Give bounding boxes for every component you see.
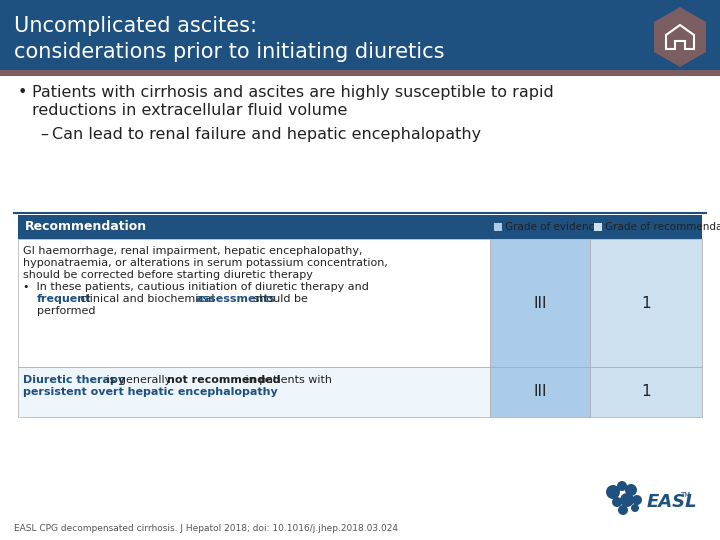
Text: considerations prior to initiating diuretics: considerations prior to initiating diure… (14, 42, 444, 62)
Text: •  In these patients, cautious initiation of diuretic therapy and: • In these patients, cautious initiation… (23, 282, 369, 292)
Text: 1: 1 (642, 295, 651, 310)
Text: III: III (534, 384, 546, 400)
Circle shape (606, 485, 620, 499)
Text: is generally: is generally (103, 375, 175, 385)
Bar (0, 70, 720, 76)
Circle shape (620, 493, 634, 507)
Circle shape (618, 505, 628, 515)
Circle shape (612, 497, 622, 507)
Text: should be: should be (251, 294, 308, 304)
Text: III: III (534, 295, 546, 310)
Text: Patients with cirrhosis and ascites are highly susceptible to rapid: Patients with cirrhosis and ascites are … (32, 85, 554, 100)
Text: Uncomplicated ascites:: Uncomplicated ascites: (14, 16, 257, 36)
Bar (490, 239, 590, 367)
Text: Diuretic therapy: Diuretic therapy (23, 375, 125, 385)
Text: frequent: frequent (37, 294, 91, 304)
Text: hyponatraemia, or alterations in serum potassium concentration,: hyponatraemia, or alterations in serum p… (23, 258, 388, 268)
Bar (0, 0, 720, 70)
Bar (594, 223, 602, 231)
Circle shape (632, 495, 642, 505)
Bar (18, 367, 490, 417)
Bar (590, 239, 702, 367)
Text: EASL: EASL (647, 493, 698, 511)
Circle shape (625, 484, 637, 496)
Text: reductions in extracellular fluid volume: reductions in extracellular fluid volume (32, 103, 347, 118)
Text: persistent overt hepatic encephalopathy: persistent overt hepatic encephalopathy (23, 387, 278, 397)
Text: GI haemorrhage, renal impairment, hepatic encephalopathy,: GI haemorrhage, renal impairment, hepati… (23, 246, 362, 256)
Text: performed: performed (37, 306, 96, 316)
Text: 1: 1 (642, 384, 651, 400)
Text: •: • (18, 85, 27, 100)
Text: not recommended: not recommended (167, 375, 280, 385)
Circle shape (617, 481, 627, 491)
Bar (590, 367, 702, 417)
Text: TM: TM (680, 492, 690, 498)
Bar (18, 239, 490, 367)
Text: Can lead to renal failure and hepatic encephalopathy: Can lead to renal failure and hepatic en… (52, 127, 481, 142)
Text: assessments: assessments (195, 294, 276, 304)
Text: clinical and biochemical: clinical and biochemical (77, 294, 218, 304)
Text: in patients with: in patients with (242, 375, 332, 385)
Text: should be corrected before starting diuretic therapy: should be corrected before starting diur… (23, 270, 313, 280)
Text: –: – (40, 127, 48, 142)
Circle shape (631, 504, 639, 512)
Text: Grade of recommendation: Grade of recommendation (605, 222, 720, 232)
Bar (18, 215, 702, 239)
Text: Grade of evidence: Grade of evidence (505, 222, 600, 232)
Text: Recommendation: Recommendation (25, 220, 147, 233)
Bar (494, 223, 502, 231)
Text: EASL CPG decompensated cirrhosis. J Hepatol 2018; doi: 10.1016/j.jhep.2018.03.02: EASL CPG decompensated cirrhosis. J Hepa… (14, 524, 398, 533)
Polygon shape (654, 7, 706, 67)
Bar (490, 367, 590, 417)
